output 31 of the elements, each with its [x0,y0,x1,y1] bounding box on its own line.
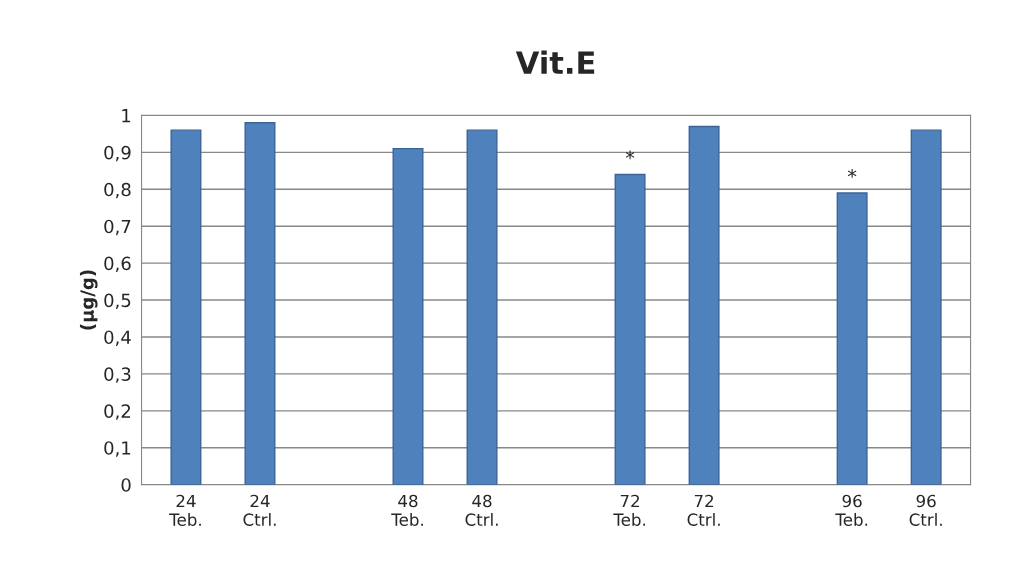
annotation: * [625,150,635,160]
x-tick-label: 48 Teb. [391,494,423,526]
x-tick-label: 72 Ctrl. [687,494,720,526]
y-tick-label: 0,9 [104,145,131,162]
y-tick-label: 0,6 [104,256,131,273]
y-tick-label: 0,5 [104,293,131,309]
y-tick-label: 1 [122,109,131,123]
y-axis-title: (µg/g) [79,270,98,330]
bar [466,129,498,485]
bar [614,173,646,485]
x-tick-label: 96 Ctrl. [909,494,942,526]
x-tick-label: 24 Teb. [169,494,201,526]
bar [836,192,868,485]
y-tick-label: 0,3 [104,367,131,383]
y-tick-label: 0,1 [104,441,131,457]
annotation: * [847,168,857,178]
x-tick-label: 48 Ctrl. [465,494,498,526]
y-tick-label: 0,7 [104,219,131,236]
bar [170,129,202,485]
chart-title: Vit.E [515,50,595,74]
bar [910,129,942,485]
bar [688,125,720,485]
bar [392,147,424,485]
x-tick-label: 72 Teb. [613,494,646,526]
y-tick-label: 0 [121,478,131,492]
x-tick-label: 96 Teb. [835,494,868,526]
x-tick-label: 24 Ctrl. [243,494,276,526]
bar [244,122,276,485]
y-tick-label: 0,8 [104,182,131,199]
y-tick-label: 0,2 [104,404,131,420]
y-tick-label: 0,4 [104,330,131,346]
